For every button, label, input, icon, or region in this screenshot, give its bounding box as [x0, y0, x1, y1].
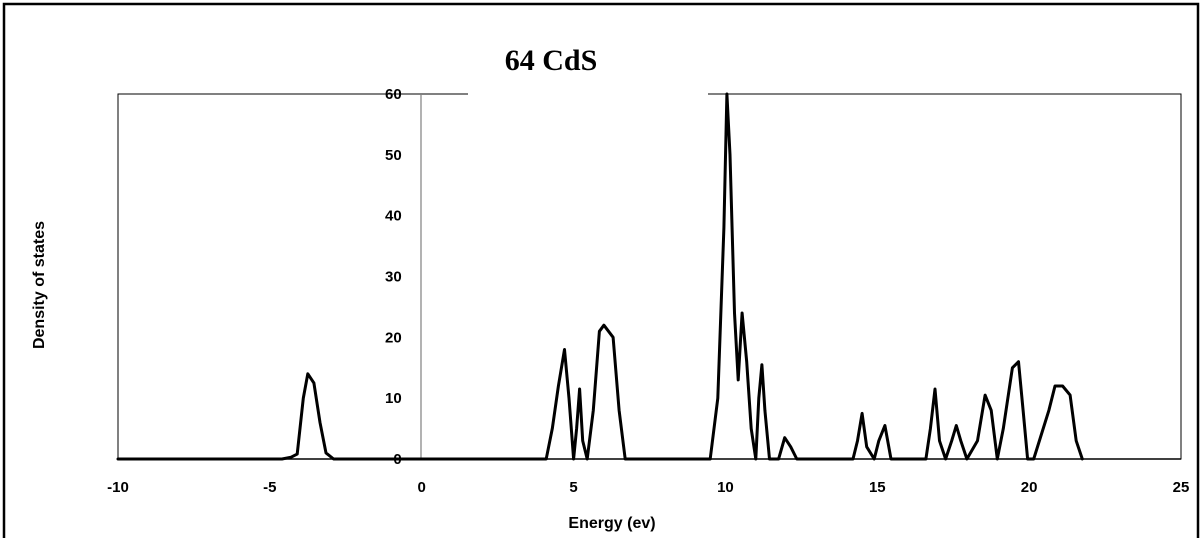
y-tick-label: 60: [385, 86, 402, 103]
y-axis-title: Density of states: [31, 221, 48, 349]
x-tick-label: 20: [1021, 479, 1038, 496]
y-tick-label: 10: [385, 390, 402, 407]
y-tick-label: 40: [385, 208, 402, 225]
x-tick-labels: -10 -5 0 5 10 15 20 25: [107, 479, 1189, 496]
x-tick-label: 10: [717, 479, 734, 496]
x-tick-label: -10: [107, 479, 129, 496]
x-axis-title: Energy (ev): [568, 515, 655, 532]
chart-title: 64 CdS: [505, 44, 598, 77]
y-tick-label: 20: [385, 329, 402, 346]
y-tick-label: 30: [385, 269, 402, 286]
x-tick-label: 5: [569, 479, 577, 496]
x-tick-label: -5: [263, 479, 276, 496]
x-tick-label: 0: [418, 479, 426, 496]
x-tick-label: 25: [1173, 479, 1190, 496]
y-tick-label: 50: [385, 147, 402, 164]
series-line-density-of-states: [116, 92, 1084, 461]
x-tick-label: 15: [869, 479, 886, 496]
title-background: [468, 20, 708, 140]
